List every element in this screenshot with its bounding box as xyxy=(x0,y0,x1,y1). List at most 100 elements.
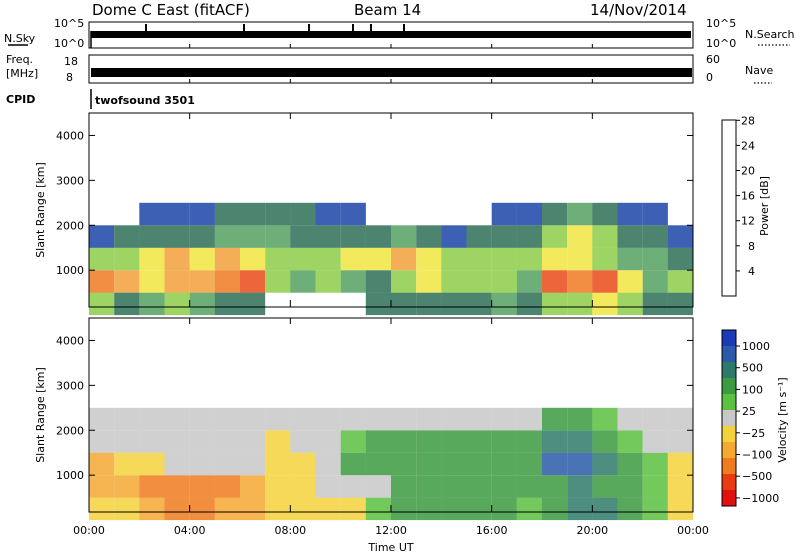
heatmap-cell xyxy=(164,497,190,521)
heatmap-cell xyxy=(315,247,341,271)
heatmap-cell xyxy=(365,430,391,453)
heatmap-cell xyxy=(315,407,341,431)
heatmap-cell xyxy=(240,270,266,293)
x-tick-label: 04:00 xyxy=(174,524,206,537)
velocity-heatmap xyxy=(89,407,693,521)
nsky-label: N.Sky xyxy=(4,32,36,45)
heatmap-cell xyxy=(340,497,366,521)
heatmap-cell xyxy=(189,247,215,271)
heatmap-cell xyxy=(642,452,668,476)
heatmap-cell xyxy=(315,475,341,498)
y-tick-label: 3000 xyxy=(56,174,84,187)
heatmap-cell xyxy=(617,292,643,316)
heatmap-cell xyxy=(516,475,542,498)
date-label: 14/Nov/2014 xyxy=(590,1,687,19)
heatmap-cell xyxy=(290,452,316,476)
heatmap-cell xyxy=(189,225,215,248)
heatmap-cell xyxy=(466,270,492,293)
velocity-ylabel: Slant Range [km] xyxy=(34,367,47,463)
heatmap-cell xyxy=(139,225,165,248)
heatmap-cell xyxy=(340,270,366,293)
heatmap-cell xyxy=(491,497,517,521)
heatmap-cell xyxy=(214,270,240,293)
heatmap-cell xyxy=(567,292,593,316)
heatmap-cell xyxy=(667,225,693,248)
heatmap-cell xyxy=(89,475,115,498)
power-colorbar-tick-label: 12 xyxy=(741,215,755,228)
heatmap-cell xyxy=(391,225,417,248)
heatmap-cell xyxy=(441,497,467,521)
velocity-colorbar-tick-label: 100 xyxy=(742,383,763,396)
y-tick-label: 2000 xyxy=(56,219,84,232)
heatmap-cell xyxy=(139,202,165,226)
x-tick-label: 08:00 xyxy=(274,524,306,537)
heatmap-cell xyxy=(542,225,568,248)
power-colorbar-tick-label: 16 xyxy=(741,190,755,203)
heatmap-cell xyxy=(567,225,593,248)
x-tick-label: 12:00 xyxy=(375,524,407,537)
velocity-colorbar-tick-label: 25 xyxy=(742,405,756,418)
x-tick-label: 00:00 xyxy=(73,524,105,537)
nsky-trace xyxy=(90,24,691,48)
heatmap-cell xyxy=(466,475,492,498)
heatmap-cell xyxy=(114,430,140,453)
heatmap-cell xyxy=(139,270,165,293)
nave-tick-top: 60 xyxy=(706,53,720,66)
heatmap-cell xyxy=(114,247,140,271)
heatmap-cell xyxy=(617,407,643,431)
heatmap-cell xyxy=(89,292,115,316)
heatmap-cell xyxy=(667,292,693,316)
heatmap-cell xyxy=(592,247,618,271)
velocity-colorbar-segment xyxy=(722,410,736,427)
heatmap-cell xyxy=(240,407,266,431)
heatmap-cell xyxy=(214,202,240,226)
heatmap-cell xyxy=(164,430,190,453)
heatmap-cell xyxy=(416,430,442,453)
x-tick-label: 16:00 xyxy=(476,524,508,537)
heatmap-cell xyxy=(214,407,240,431)
heatmap-cell xyxy=(214,292,240,316)
velocity-colorbar-segment xyxy=(722,442,736,459)
x-tick-label: 00:00 xyxy=(677,524,709,537)
heatmap-cell xyxy=(315,202,341,226)
heatmap-cell xyxy=(265,497,291,521)
heatmap-cell xyxy=(340,202,366,226)
heatmap-cell xyxy=(592,430,618,453)
heatmap-cell xyxy=(542,452,568,476)
heatmap-cell xyxy=(391,247,417,271)
heatmap-cell xyxy=(189,497,215,521)
heatmap-cell xyxy=(416,497,442,521)
x-tick-label: 20:00 xyxy=(576,524,608,537)
heatmap-cell xyxy=(189,292,215,316)
velocity-colorbar-tick-label: −500 xyxy=(742,470,772,483)
heatmap-cell xyxy=(114,292,140,316)
heatmap-cell xyxy=(265,225,291,248)
heatmap-cell xyxy=(617,202,643,226)
y-tick-label: 3000 xyxy=(56,379,84,392)
heatmap-cell xyxy=(139,247,165,271)
velocity-colorbar-segment xyxy=(722,474,736,491)
heatmap-cell xyxy=(365,407,391,431)
heatmap-cell xyxy=(491,270,517,293)
nave-tick-bottom: 0 xyxy=(706,71,713,84)
heatmap-cell xyxy=(592,407,618,431)
heatmap-cell xyxy=(592,202,618,226)
heatmap-cell xyxy=(114,497,140,521)
heatmap-cell xyxy=(89,497,115,521)
heatmap-cell xyxy=(466,430,492,453)
heatmap-cell xyxy=(89,407,115,431)
heatmap-cell xyxy=(164,452,190,476)
heatmap-cell xyxy=(491,292,517,316)
power-colorbar-tick-label: 24 xyxy=(741,139,755,152)
heatmap-cell xyxy=(214,452,240,476)
heatmap-cell xyxy=(416,225,442,248)
heatmap-cell xyxy=(189,452,215,476)
heatmap-cell xyxy=(617,430,643,453)
heatmap-cell xyxy=(340,407,366,431)
heatmap-cell xyxy=(542,475,568,498)
power-colorbar-tick-label: 20 xyxy=(741,165,755,178)
heatmap-cell xyxy=(290,247,316,271)
heatmap-cell xyxy=(491,202,517,226)
heatmap-cell xyxy=(164,292,190,316)
heatmap-cell xyxy=(391,430,417,453)
